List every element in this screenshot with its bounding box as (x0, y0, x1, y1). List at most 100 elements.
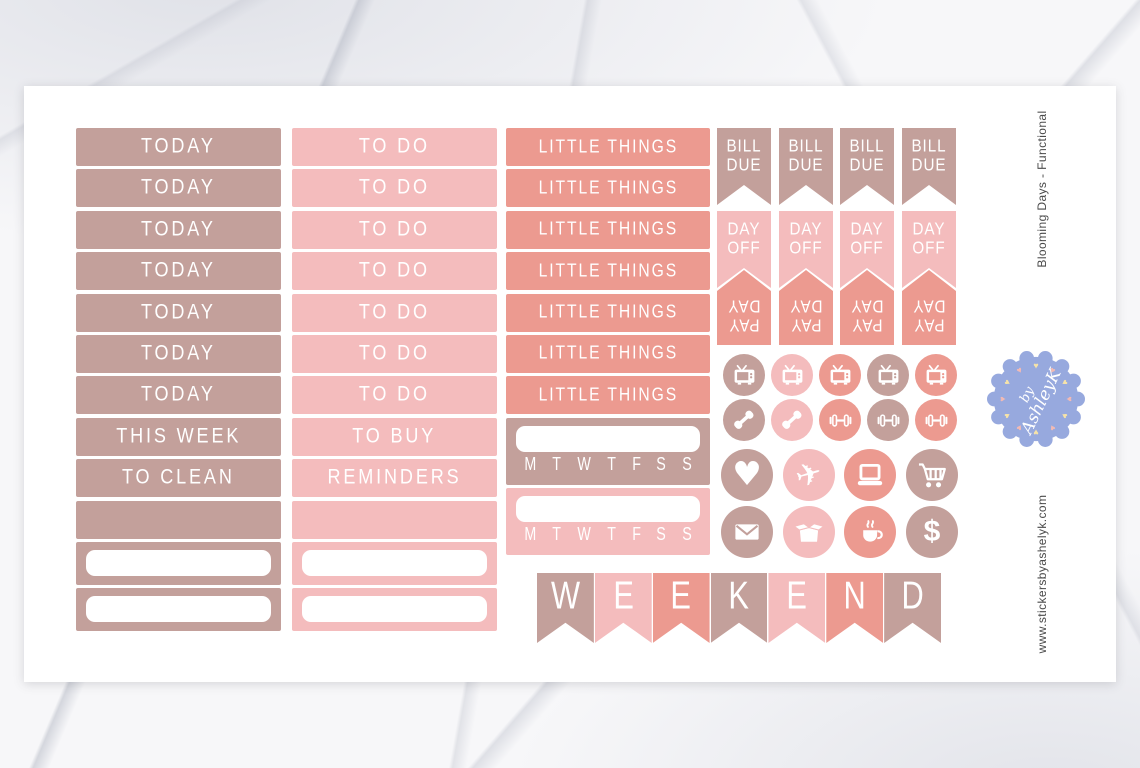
sticker-icon-coffee (844, 506, 896, 558)
heart-icon: ♥ (1059, 378, 1070, 388)
sticker-icon-tv (915, 354, 957, 396)
product-title-label: Blooming Days - Functional (1035, 110, 1049, 268)
package-box-icon (792, 515, 826, 549)
column-little-things: LITTLE THINGS LITTLE THINGS LITTLE THING… (506, 128, 710, 556)
sticker-write-in (76, 541, 281, 585)
weekend-pennant: D (884, 573, 942, 643)
sticker-write-in (76, 588, 281, 632)
sticker-to-clean: TO CLEAN (76, 459, 281, 498)
sticker-icon-tv (819, 354, 861, 396)
sticker-icon-tv (867, 354, 909, 396)
sticker-icon-box (783, 506, 835, 558)
dumbbell-icon (923, 407, 950, 434)
tv-icon (875, 362, 902, 389)
sticker-icon-tv (771, 354, 813, 396)
weekend-banner: W E E K E N D (537, 573, 942, 643)
sticker-todo: TO DO (292, 376, 497, 415)
write-in-slot (302, 549, 487, 576)
sticker-icon-dumbbell (915, 399, 957, 441)
sticker-today: TODAY (76, 169, 281, 208)
sticker-write-in (292, 541, 497, 585)
sticker-this-week: THIS WEEK (76, 417, 281, 456)
heart-icon: ♥ (1033, 427, 1038, 437)
sticker-icon-dollar: $ (906, 506, 958, 558)
sticker-little-things: LITTLE THINGS (506, 128, 710, 166)
dumbbell-icon (875, 407, 902, 434)
sticker-todo: TO DO (292, 210, 497, 249)
phone-icon (731, 407, 758, 434)
weekend-pennant: K (710, 573, 768, 643)
heart-icon: ♥ (998, 396, 1008, 401)
heart-icon: ♥ (1002, 411, 1013, 421)
heart-icon: ♥ (1033, 361, 1038, 371)
sticker-icon-laptop (844, 449, 896, 501)
heart-icon: ♥ (732, 454, 762, 493)
sticker-icon-dumbbell (819, 399, 861, 441)
tv-icon (731, 362, 758, 389)
sticker-icon-cart (906, 449, 958, 501)
tv-icon (827, 362, 854, 389)
laptop-icon (853, 458, 887, 492)
sticker-today: TODAY (76, 252, 281, 291)
sticker-blank (292, 500, 497, 539)
tv-icon (923, 362, 950, 389)
website-label: www.stickersbyashelyk.com (1035, 494, 1049, 654)
sticker-reminders: REMINDERS (292, 459, 497, 498)
write-in-slot (86, 596, 271, 623)
heart-icon: ♥ (1048, 365, 1058, 376)
sticker-today: TODAY (76, 210, 281, 249)
logo-hearts: ♥ ♥♥♥♥♥♥♥♥♥♥♥ (998, 361, 1075, 438)
sticker-little-things: LITTLE THINGS (506, 376, 710, 415)
sticker-icon-tv (723, 354, 765, 396)
dumbbell-icon (827, 407, 854, 434)
sticker-bill-due: BILL DUE (717, 128, 771, 205)
sticker-todo: TO DO (292, 334, 497, 373)
heart-icon: ♥ (1064, 396, 1074, 401)
write-in-slot (302, 596, 487, 623)
tv-icon (779, 362, 806, 389)
heart-icon: ♥ (1059, 411, 1070, 421)
mail-icon (730, 515, 764, 549)
sticker-little-things: LITTLE THINGS (506, 334, 710, 373)
sticker-icon-mail (721, 506, 773, 558)
sticker-little-things: LITTLE THINGS (506, 293, 710, 332)
shopping-cart-icon (915, 458, 949, 492)
phone-icon (779, 407, 806, 434)
weekend-pennant: E (768, 573, 826, 643)
heart-icon: ♥ (1048, 422, 1058, 433)
sticker-little-things: LITTLE THINGS (506, 210, 710, 249)
coffee-icon (853, 515, 887, 549)
write-in-slot (516, 496, 700, 523)
heart-icon: ♥ (1015, 422, 1025, 433)
plane-icon: ✈ (791, 453, 827, 496)
sticker-icon-plane: ✈ (783, 449, 835, 501)
sticker-icon-phone (771, 399, 813, 441)
column-today: TODAY TODAY TODAY TODAY TODAY TODAY TODA… (76, 128, 281, 632)
scalloped-badge-icon: ♥ ♥♥♥♥♥♥♥♥♥♥♥ (987, 351, 1085, 447)
write-in-slot (516, 425, 700, 452)
heart-icon: ♥ (1015, 365, 1025, 376)
sticker-today: TODAY (76, 376, 281, 415)
sticker-todo: TO DO (292, 252, 497, 291)
write-in-slot (86, 549, 271, 576)
weekend-pennant: W (537, 573, 594, 643)
sticker-little-things: LITTLE THINGS (506, 169, 710, 208)
sticker-todo: TO DO (292, 293, 497, 332)
heart-icon: ♥ (1002, 378, 1013, 388)
column-todo: TO DO TO DO TO DO TO DO TO DO TO DO TO D… (292, 128, 497, 632)
dollar-icon: $ (923, 515, 941, 548)
weekend-pennant: N (826, 573, 884, 643)
sticker-today: TODAY (76, 293, 281, 332)
sticker-write-in (292, 588, 497, 632)
sticker-todo: TO DO (292, 169, 497, 208)
sticker-today: TODAY (76, 128, 281, 166)
sticker-icon-dumbbell (867, 399, 909, 441)
sticker-today: TODAY (76, 334, 281, 373)
weekend-pennant: E (652, 573, 710, 643)
sticker-little-things: LITTLE THINGS (506, 252, 710, 291)
